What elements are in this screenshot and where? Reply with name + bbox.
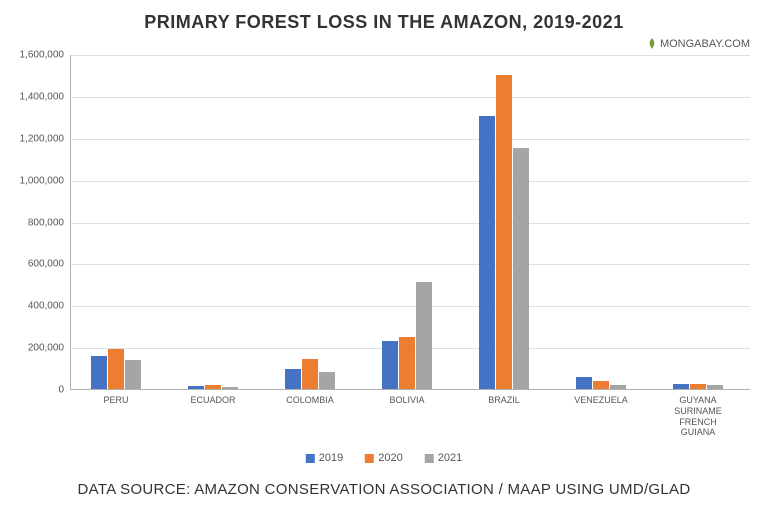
ytick-label: 400,000: [4, 301, 64, 312]
bar: [205, 385, 221, 389]
bar: [222, 387, 238, 390]
bar-group: [188, 385, 238, 389]
ytick-label: 1,400,000: [4, 91, 64, 102]
ytick-label: 1,000,000: [4, 175, 64, 186]
bar: [513, 148, 529, 389]
chart-title: PRIMARY FOREST LOSS IN THE AMAZON, 2019-…: [0, 0, 768, 33]
ytick-label: 0: [4, 385, 64, 396]
legend-label: 2020: [378, 452, 402, 464]
legend-label: 2019: [319, 452, 343, 464]
bar-group: [673, 384, 723, 389]
bar: [188, 386, 204, 389]
bar-group: [479, 75, 529, 389]
bar-group: [382, 282, 432, 389]
bar: [496, 75, 512, 389]
bar: [593, 381, 609, 389]
plot-area: 0200,000400,000600,000800,0001,000,0001,…: [70, 55, 750, 390]
bar-group: [576, 377, 626, 389]
xtick-label: GUYANASURINAMEFRENCH GUIANA: [672, 395, 724, 438]
ytick-label: 800,000: [4, 217, 64, 228]
bar: [319, 372, 335, 389]
attribution-text: MONGABAY.COM: [660, 38, 750, 50]
gridline: [71, 181, 750, 182]
bar: [399, 337, 415, 389]
ytick-label: 1,600,000: [4, 50, 64, 61]
xtick-label: BRAZIL: [488, 395, 520, 406]
bar: [576, 377, 592, 389]
data-source-footer: DATA SOURCE: AMAZON CONSERVATION ASSOCIA…: [0, 481, 768, 498]
xtick-label: PERU: [103, 395, 128, 406]
gridline: [71, 55, 750, 56]
bar-group: [91, 349, 141, 389]
bar: [707, 385, 723, 389]
bar: [91, 356, 107, 390]
xtick-label: VENEZUELA: [574, 395, 628, 406]
attribution: MONGABAY.COM: [647, 38, 750, 50]
bar: [673, 384, 689, 389]
ytick-label: 600,000: [4, 259, 64, 270]
gridline: [71, 223, 750, 224]
legend-swatch: [365, 454, 374, 463]
xtick-label: COLOMBIA: [286, 395, 334, 406]
legend-item: 2020: [365, 452, 402, 464]
legend-item: 2019: [306, 452, 343, 464]
bar: [690, 384, 706, 389]
xtick-label: ECUADOR: [190, 395, 235, 406]
bar: [285, 369, 301, 389]
bar: [302, 359, 318, 389]
legend-label: 2021: [438, 452, 462, 464]
bar: [382, 341, 398, 389]
leaf-icon: [647, 38, 657, 50]
ytick-label: 1,200,000: [4, 133, 64, 144]
gridline: [71, 97, 750, 98]
bar: [479, 116, 495, 389]
bar-group: [285, 359, 335, 389]
bar: [108, 349, 124, 389]
gridline: [71, 264, 750, 265]
legend: 2019 2020 2021: [306, 452, 462, 464]
bar: [416, 282, 432, 389]
gridline: [71, 139, 750, 140]
legend-swatch: [425, 454, 434, 463]
xtick-label: BOLIVIA: [389, 395, 424, 406]
bar: [610, 385, 626, 389]
legend-swatch: [306, 454, 315, 463]
bar: [125, 360, 141, 389]
legend-item: 2021: [425, 452, 462, 464]
ytick-label: 200,000: [4, 343, 64, 354]
